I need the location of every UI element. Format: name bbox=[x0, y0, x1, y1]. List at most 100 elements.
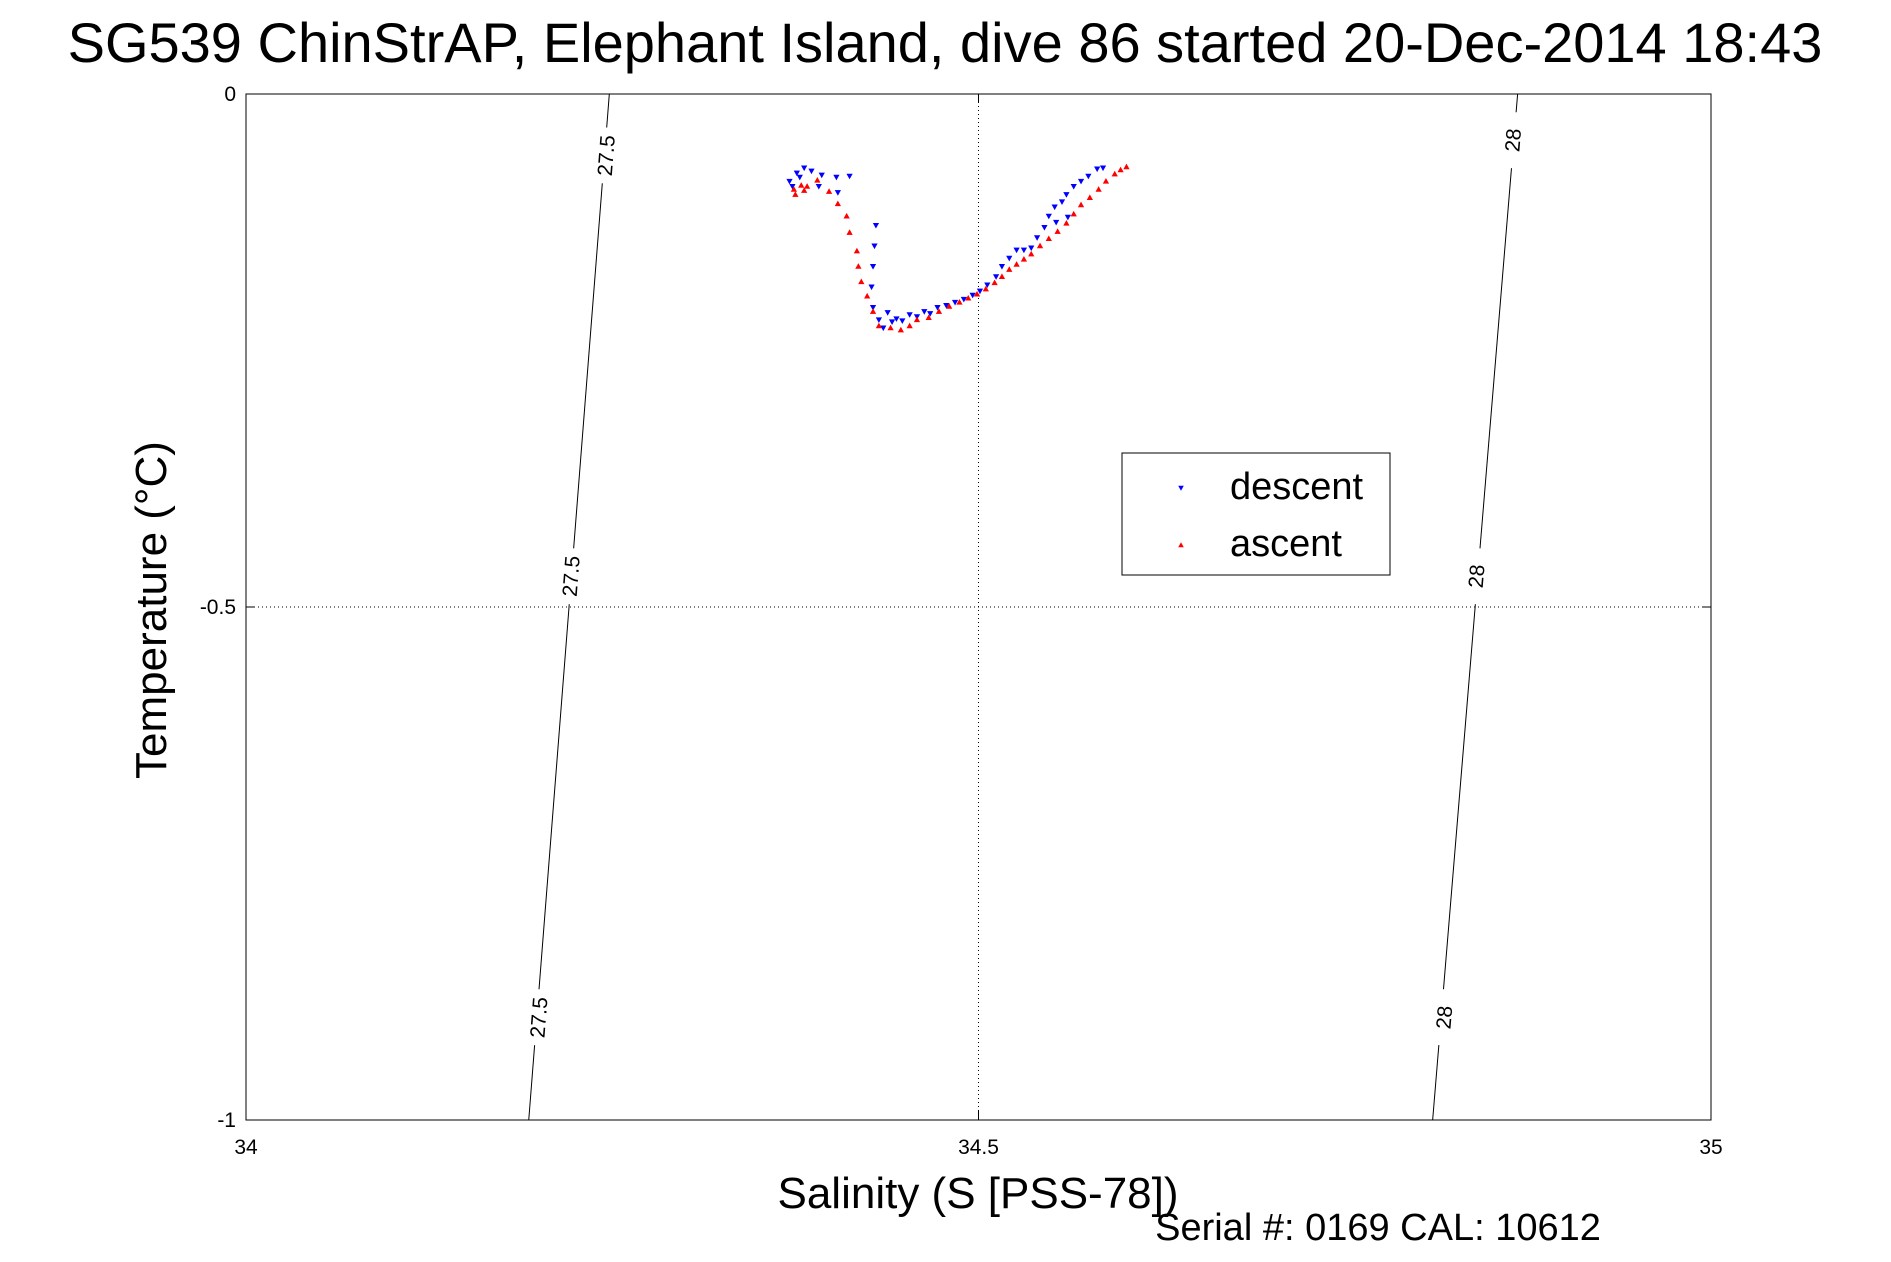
ascent-point bbox=[864, 292, 871, 299]
ascent-point bbox=[1063, 220, 1070, 226]
data-points bbox=[786, 163, 1130, 333]
descent-point bbox=[869, 263, 877, 270]
ascent-point bbox=[1102, 177, 1110, 184]
descent-point bbox=[1085, 173, 1092, 180]
ascent-point bbox=[982, 285, 989, 292]
descent-point bbox=[984, 282, 991, 289]
descent-point bbox=[1028, 245, 1035, 252]
contour-label: 28 bbox=[1432, 1005, 1457, 1030]
ascent-point bbox=[825, 188, 833, 194]
descent-point bbox=[833, 174, 840, 181]
descent-point bbox=[1077, 178, 1085, 185]
descent-point bbox=[888, 319, 896, 325]
ascent-point bbox=[790, 186, 798, 192]
descent-point bbox=[1033, 235, 1041, 241]
x-tick-label: 35 bbox=[1699, 1136, 1722, 1159]
ascent-point bbox=[858, 278, 865, 285]
descent-point bbox=[927, 311, 934, 317]
descent-point bbox=[1099, 165, 1107, 172]
descent-point bbox=[1063, 192, 1070, 198]
ascent-point bbox=[1123, 163, 1130, 170]
ascent-point bbox=[887, 324, 894, 331]
plot-area: 27.5 27.5 27.5 28 28 28 bbox=[245, 93, 1712, 1121]
descent-point bbox=[880, 325, 887, 332]
x-tick-label: 34.5 bbox=[958, 1136, 999, 1159]
ascent-point bbox=[1045, 235, 1052, 242]
x-tick-label: 34 bbox=[234, 1136, 258, 1159]
descent-point bbox=[969, 292, 976, 299]
ascent-point bbox=[846, 229, 853, 235]
ascent-point bbox=[1006, 266, 1013, 272]
ascent-point bbox=[935, 308, 943, 314]
ascent-point bbox=[897, 326, 904, 333]
x-axis-label: Salinity (S [PSS-78]) bbox=[777, 1169, 1178, 1218]
descent-point bbox=[875, 317, 882, 323]
legend-marker-descent bbox=[1178, 485, 1184, 491]
descent-point bbox=[801, 165, 808, 172]
y-tick-label: 0 bbox=[224, 83, 236, 106]
chart-title: SG539 ChinStrAP, Elephant Island, dive 8… bbox=[68, 11, 1823, 74]
ascent-point bbox=[1013, 261, 1020, 267]
descent-point bbox=[893, 316, 900, 322]
ascent-point bbox=[946, 303, 953, 309]
ascent-point bbox=[1111, 170, 1118, 177]
contour-label: 28 bbox=[1501, 128, 1526, 153]
descent-point bbox=[786, 178, 793, 185]
descent-point bbox=[818, 172, 825, 179]
legend-markers bbox=[1178, 485, 1184, 548]
contour-label-gap bbox=[1430, 988, 1459, 1047]
contour-label-gap bbox=[524, 988, 554, 1047]
ascent-point bbox=[1028, 250, 1035, 257]
legend-label-descent: descent bbox=[1230, 466, 1364, 508]
ascent-point bbox=[869, 308, 877, 314]
descent-point bbox=[934, 305, 941, 311]
ascent-point bbox=[1020, 255, 1028, 262]
legend: descent ascent bbox=[1121, 452, 1391, 576]
legend-marker-ascent bbox=[1178, 542, 1184, 548]
y-axis-label: Temperature (°C) bbox=[127, 441, 176, 779]
descent-point bbox=[1064, 214, 1071, 221]
contour-line bbox=[528, 93, 610, 1121]
descent-point bbox=[1094, 166, 1101, 173]
ascent-point bbox=[792, 191, 799, 197]
ascent-point bbox=[1095, 186, 1102, 192]
serial-footer: Serial #: 0169 CAL: 10612 bbox=[1155, 1207, 1601, 1249]
ascent-point bbox=[925, 314, 932, 321]
descent-point bbox=[872, 222, 880, 229]
descent-point bbox=[943, 302, 950, 309]
ascent-point bbox=[1054, 228, 1061, 234]
ascent-point bbox=[798, 182, 805, 188]
ascent-point bbox=[1070, 210, 1077, 217]
ascent-point bbox=[991, 279, 998, 286]
ascent-point bbox=[906, 322, 913, 329]
axis-ticks: 34 34.5 35 0 -0.5 -1 bbox=[200, 83, 1723, 1159]
descent-point bbox=[1070, 183, 1077, 190]
descent-point bbox=[793, 170, 800, 177]
descent-point bbox=[1041, 225, 1048, 231]
ascent-point bbox=[853, 247, 861, 254]
descent-point bbox=[976, 288, 984, 295]
contour-line bbox=[1432, 93, 1519, 1121]
contour-label: 27.5 bbox=[594, 134, 620, 177]
descent-point bbox=[992, 274, 1000, 280]
ascent-point bbox=[801, 187, 808, 193]
descent-point bbox=[868, 284, 875, 291]
contour-label: 27.5 bbox=[526, 996, 552, 1039]
descent-point bbox=[906, 312, 913, 318]
ascent-point bbox=[814, 176, 821, 183]
descent-point bbox=[1053, 219, 1060, 226]
descent-point bbox=[899, 318, 906, 324]
ascent-point bbox=[1036, 242, 1044, 249]
ascent-point bbox=[913, 316, 921, 323]
ascent-point bbox=[1086, 194, 1093, 201]
ascent-point bbox=[843, 212, 850, 219]
ascent-point bbox=[834, 200, 841, 207]
y-tick-label: -1 bbox=[217, 1109, 236, 1132]
descent-point bbox=[846, 173, 853, 180]
contour-label-gap bbox=[592, 126, 621, 185]
legend-box bbox=[1121, 452, 1391, 576]
descent-point bbox=[884, 310, 891, 316]
descent-point bbox=[871, 243, 878, 250]
legend-label-ascent: ascent bbox=[1230, 523, 1342, 565]
ascent-point bbox=[973, 290, 981, 297]
